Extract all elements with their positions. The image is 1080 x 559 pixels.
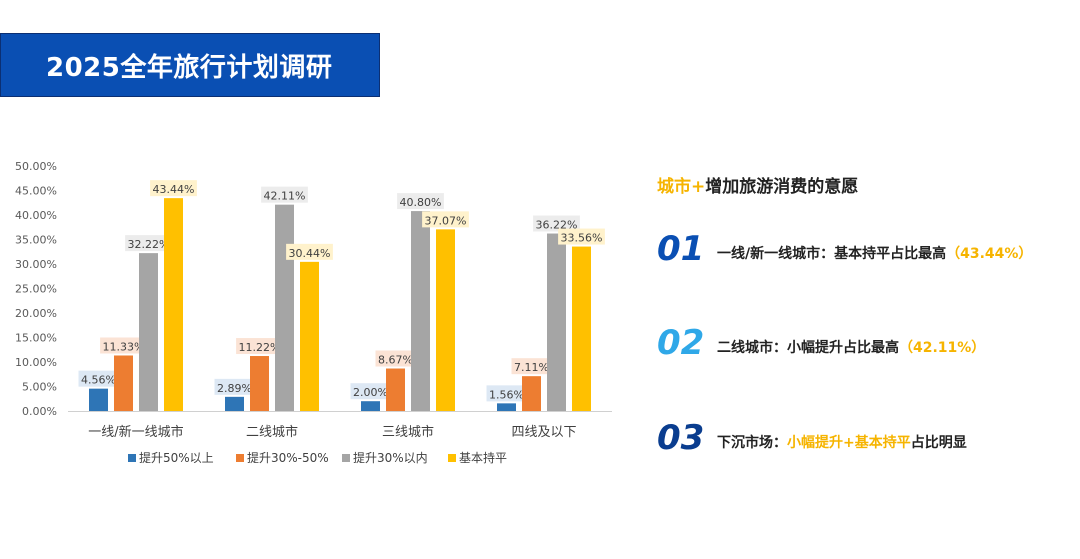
data-label-bg [236,338,283,355]
data-label-bg [558,228,605,245]
data-label-bg [375,350,416,367]
data-label-bg [261,186,308,203]
legend-swatch [236,454,244,462]
point-1-text: 一线/新一线城市：基本持平占比最高 [717,246,947,262]
bar [139,253,158,411]
point-text-2: 二线城市：小幅提升占比最高（42.11%） [717,337,985,357]
legend-swatch [128,454,136,462]
bar [164,198,183,411]
point-2-text: 二线城市：小幅提升占比最高 [717,340,899,356]
subtitle-accent: 城市+ [657,177,706,197]
data-label-bg [397,193,444,210]
bar [114,355,133,411]
legend-swatch [448,454,456,462]
data-label: 1.56% [489,388,524,401]
point-text-1: 一线/新一线城市：基本持平占比最高（43.44%） [717,243,1032,263]
subtitle-rest: 增加旅游消费的意愿 [705,177,859,197]
bar [225,396,244,411]
data-label: 2.89% [217,382,252,395]
point-3-suffix: 占比明显 [910,435,967,451]
bar [497,403,516,411]
y-tick-label: 40.00% [15,209,57,222]
point-text-3: 下沉市场：小幅提升+基本持平占比明显 [717,432,967,452]
y-tick-label: 15.00% [15,332,57,345]
bar [361,401,380,411]
data-label: 8.67% [378,354,413,367]
y-tick-label: 25.00% [15,283,57,296]
data-label-bg [150,180,197,197]
data-label: 40.80% [400,196,442,209]
y-tick-label: 50.00% [15,160,57,173]
data-label: 32.22% [128,238,170,251]
legend-label: 基本持平 [459,450,507,465]
bar [386,368,405,411]
y-tick-label: 20.00% [15,307,57,320]
data-label-bg [422,211,469,228]
data-label-bg [350,383,391,400]
page-title: 2025全年旅行计划调研 [46,52,333,83]
y-tick-label: 45.00% [15,185,57,198]
bar [250,356,269,411]
point-3-prefix: 下沉市场： [717,435,787,451]
data-label: 33.56% [561,232,603,245]
data-label: 2.00% [353,386,388,399]
point-1-highlight: （43.44%） [946,246,1033,262]
data-label: 7.11% [514,361,549,374]
bar [522,376,541,411]
point-3-highlight: 小幅提升+基本持平 [787,435,911,451]
x-tick-label: 一线/新一线城市 [88,424,183,440]
summary-subtitle: 城市+增加旅游消费的意愿 [657,172,858,197]
data-label-bg [100,337,147,354]
data-label: 42.11% [264,190,306,203]
y-tick-label: 30.00% [15,258,57,271]
data-label-bg [533,215,580,232]
bar [436,229,455,411]
point-number-2: 02 [657,323,705,363]
data-label-bg [78,370,119,387]
bar [547,233,566,411]
legend-label: 提升30%-50% [247,450,329,465]
bar [89,388,108,411]
data-label-bg [286,243,333,260]
point-2-highlight: （42.11%） [899,340,986,356]
point-number-3: 03 [657,418,705,458]
title-banner: 2025全年旅行计划调研 [0,33,380,97]
x-tick-label: 三线城市 [382,424,434,440]
bar [411,211,430,411]
bar [572,246,591,411]
data-label: 11.33% [103,340,145,353]
y-tick-label: 0.00% [22,405,57,418]
data-label-bg [486,385,527,402]
x-tick-label: 二线城市 [246,424,298,440]
legend-swatch [342,454,350,462]
legend-label: 提升50%以上 [139,450,214,465]
bar-chart: 0.00% 5.00% 10.00% 15.00% 20.00% 25.00% 30.00%… [15,160,612,465]
x-tick-label: 四线及以下 [511,425,576,440]
data-label: 4.56% [81,374,116,387]
y-tick-label: 10.00% [15,356,57,369]
point-number-1: 01 [657,229,705,269]
bar [300,261,319,411]
data-label-bg [214,378,255,395]
bar [275,204,294,411]
legend-label: 提升30%以内 [353,450,428,465]
y-tick-label: 35.00% [15,234,57,247]
data-label-bg [511,358,552,375]
data-label: 30.44% [289,247,331,260]
y-tick-label: 5.00% [22,381,57,394]
data-label: 36.22% [536,219,578,232]
data-label: 43.44% [153,183,195,196]
data-label: 11.22% [239,341,281,354]
data-label: 37.07% [425,214,467,227]
data-label-bg [125,235,172,252]
